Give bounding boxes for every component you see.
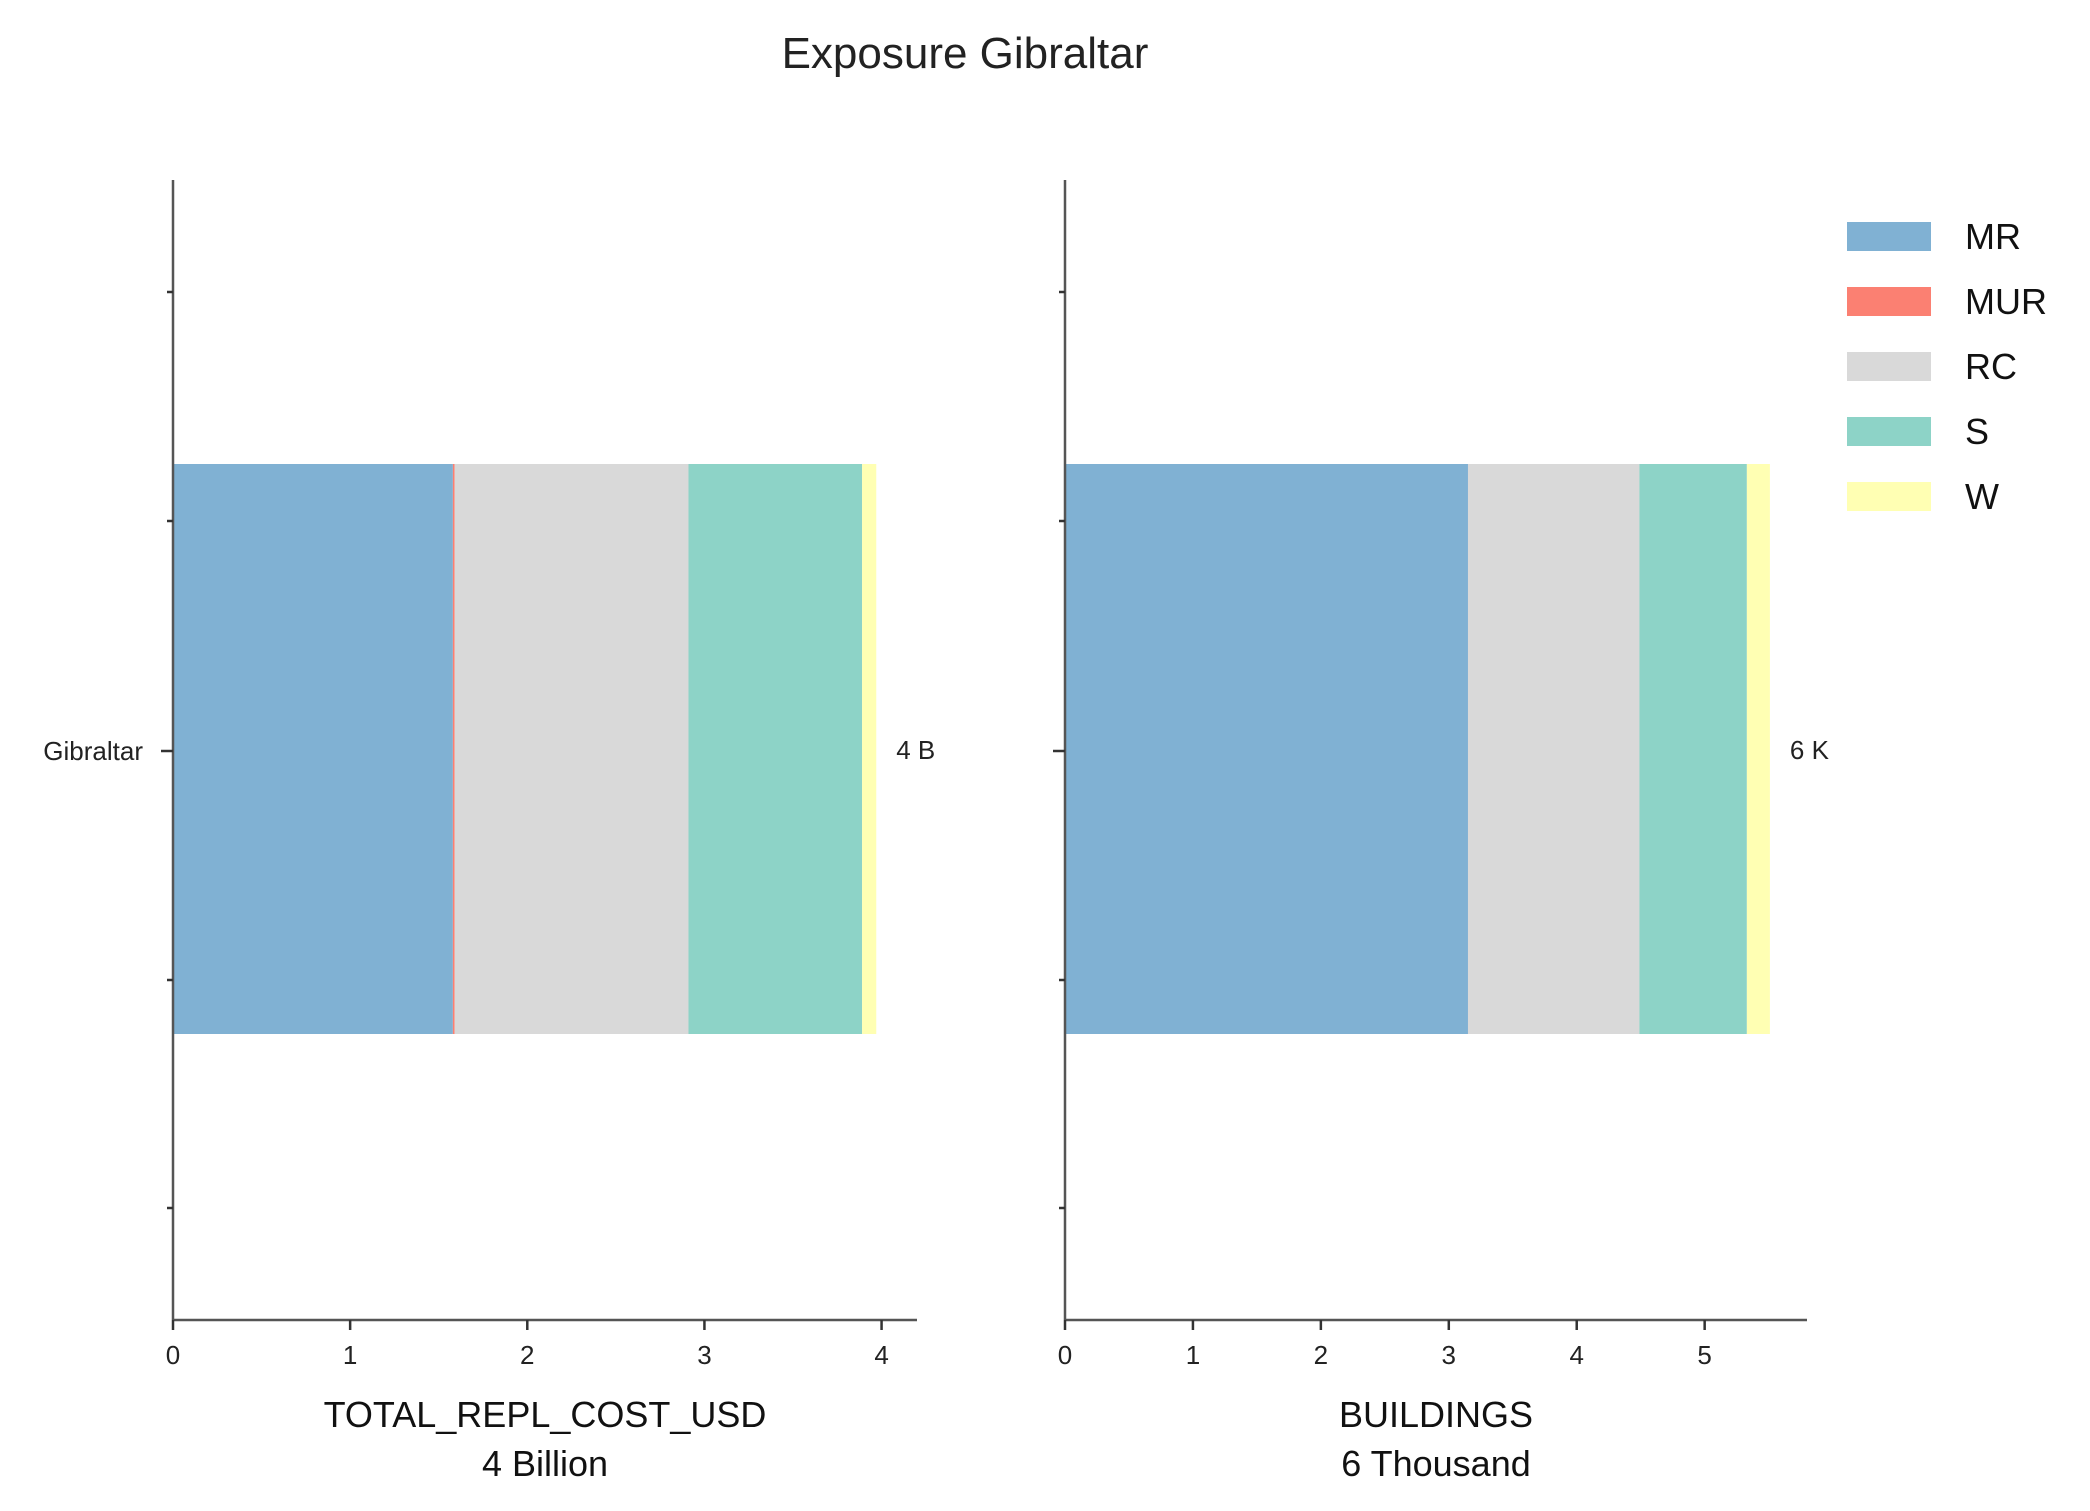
category-label: Gibraltar [43, 736, 143, 766]
bar-mr [173, 464, 453, 1034]
x-tick-label: 3 [1442, 1340, 1456, 1370]
x-axis-title: TOTAL_REPL_COST_USD [324, 1394, 767, 1435]
x-axis-title: BUILDINGS [1339, 1394, 1533, 1435]
bar-w [1746, 464, 1770, 1034]
legend-swatch-w [1847, 482, 1931, 511]
legend-label-s: S [1965, 411, 1989, 452]
x-axis-subtitle: 4 Billion [482, 1443, 608, 1484]
bar-w [862, 464, 877, 1034]
x-tick-label: 2 [1314, 1340, 1328, 1370]
bar-s [1639, 464, 1747, 1034]
legend-label-mur: MUR [1965, 281, 2047, 322]
legend-label-w: W [1965, 476, 1999, 517]
panel-buildings: 0 1 2 3 4 5 BUILDINGS 6 Thousand 6 K [1053, 180, 1830, 1484]
legend-swatch-s [1847, 417, 1931, 446]
x-tick-label: 1 [343, 1340, 357, 1370]
chart-title: Exposure Gibraltar [782, 29, 1149, 78]
total-value-label: 6 K [1790, 735, 1830, 765]
x-tick-label: 0 [1058, 1340, 1072, 1370]
bar-mr [1065, 464, 1468, 1034]
legend-label-rc: RC [1965, 346, 2017, 387]
bar-rc [454, 464, 689, 1034]
legend-swatch-mr [1847, 222, 1931, 251]
x-tick-label: 5 [1697, 1340, 1711, 1370]
x-tick-label: 0 [166, 1340, 180, 1370]
panel-replacement-cost: Gibraltar 0 1 2 3 4 TOTAL_REPL_COST_USD 4 Billi… [43, 180, 935, 1484]
legend-swatch-rc [1847, 352, 1931, 381]
legend-label-mr: MR [1965, 216, 2021, 257]
x-tick-label: 4 [874, 1340, 888, 1370]
bar-s [688, 464, 863, 1034]
bar-rc [1467, 464, 1640, 1034]
x-tick-label: 1 [1186, 1340, 1200, 1370]
x-tick-label: 4 [1569, 1340, 1583, 1370]
x-tick-label: 3 [697, 1340, 711, 1370]
x-tick-label: 2 [520, 1340, 534, 1370]
x-axis-subtitle: 6 Thousand [1341, 1443, 1531, 1484]
legend-swatch-mur [1847, 287, 1931, 316]
total-value-label: 4 B [896, 735, 935, 765]
legend: MR MUR RC SW [1847, 216, 2047, 517]
bar-mur [452, 464, 455, 1034]
